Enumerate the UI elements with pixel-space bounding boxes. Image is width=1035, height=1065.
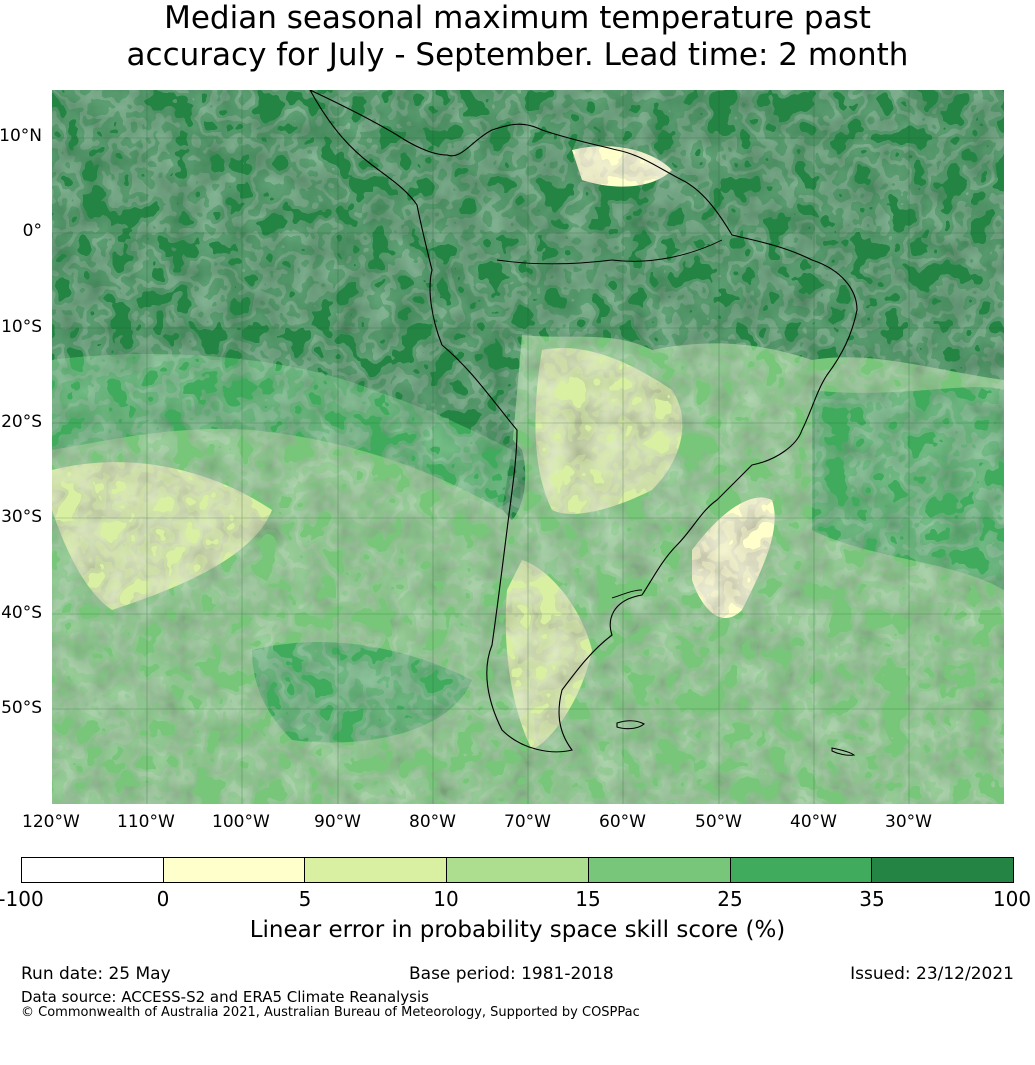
lat-label: 10°S — [1, 317, 42, 337]
lat-label: 10°N — [0, 126, 42, 146]
map-graticule — [52, 90, 1004, 804]
lat-label: 50°S — [1, 698, 42, 718]
colorbar-segment — [588, 858, 731, 882]
lon-label: 100°W — [212, 812, 270, 832]
chart-title: Median seasonal maximum temperature past… — [0, 0, 1035, 74]
colorbar-tick: 5 — [298, 887, 312, 911]
lat-label: 20°S — [1, 412, 42, 432]
base-period: Base period: 1981-2018 — [409, 964, 614, 984]
run-date: Run date: 25 May — [21, 964, 171, 984]
coastline-south-america — [309, 90, 858, 753]
issued-date: Issued: 23/12/2021 — [850, 964, 1014, 984]
lon-label: 80°W — [409, 812, 456, 832]
colorbar-segment — [22, 858, 164, 882]
colorbar-segment — [163, 858, 306, 882]
colorbar-tick: 0 — [156, 887, 170, 911]
colorbar-segment — [447, 858, 589, 882]
coastline-falklands — [616, 720, 645, 730]
colorbar-tick: 10 — [433, 887, 459, 911]
skill-score-map — [52, 90, 1004, 804]
copyright: © Commonwealth of Australia 2021, Austra… — [21, 1005, 640, 1020]
colorbar-tick: 15 — [575, 887, 601, 911]
lat-label: 0° — [22, 221, 42, 241]
lat-label: 30°S — [1, 507, 42, 527]
river-amazon — [496, 239, 723, 265]
data-source: Data source: ACCESS-S2 and ERA5 Climate … — [21, 988, 429, 1006]
colorbar-tick: 25 — [717, 887, 743, 911]
colorbar-tick: 100 — [992, 887, 1032, 911]
colorbar-segment — [305, 858, 448, 882]
colorbar-segment — [872, 858, 1014, 882]
lon-label: 70°W — [504, 812, 551, 832]
lon-label: 110°W — [117, 812, 175, 832]
lon-label: 50°W — [695, 812, 742, 832]
colorbar-tick: -100 — [0, 887, 44, 911]
title-line-2: accuracy for July - September. Lead time… — [126, 37, 909, 73]
skill-texture — [52, 90, 1004, 804]
colorbar — [21, 857, 1014, 883]
colorbar-tick: 35 — [859, 887, 885, 911]
title-line-1: Median seasonal maximum temperature past — [164, 0, 871, 36]
lon-label: 30°W — [885, 812, 932, 832]
lon-label: 120°W — [22, 812, 80, 832]
lon-label: 60°W — [599, 812, 646, 832]
rio-de-la-plata — [611, 589, 643, 599]
coastline-south-georgia — [831, 747, 856, 756]
colorbar-segment — [730, 858, 873, 882]
lon-label: 90°W — [314, 812, 361, 832]
lon-label: 40°W — [790, 812, 837, 832]
lat-label: 40°S — [1, 603, 42, 623]
colorbar-label: Linear error in probability space skill … — [249, 917, 786, 943]
